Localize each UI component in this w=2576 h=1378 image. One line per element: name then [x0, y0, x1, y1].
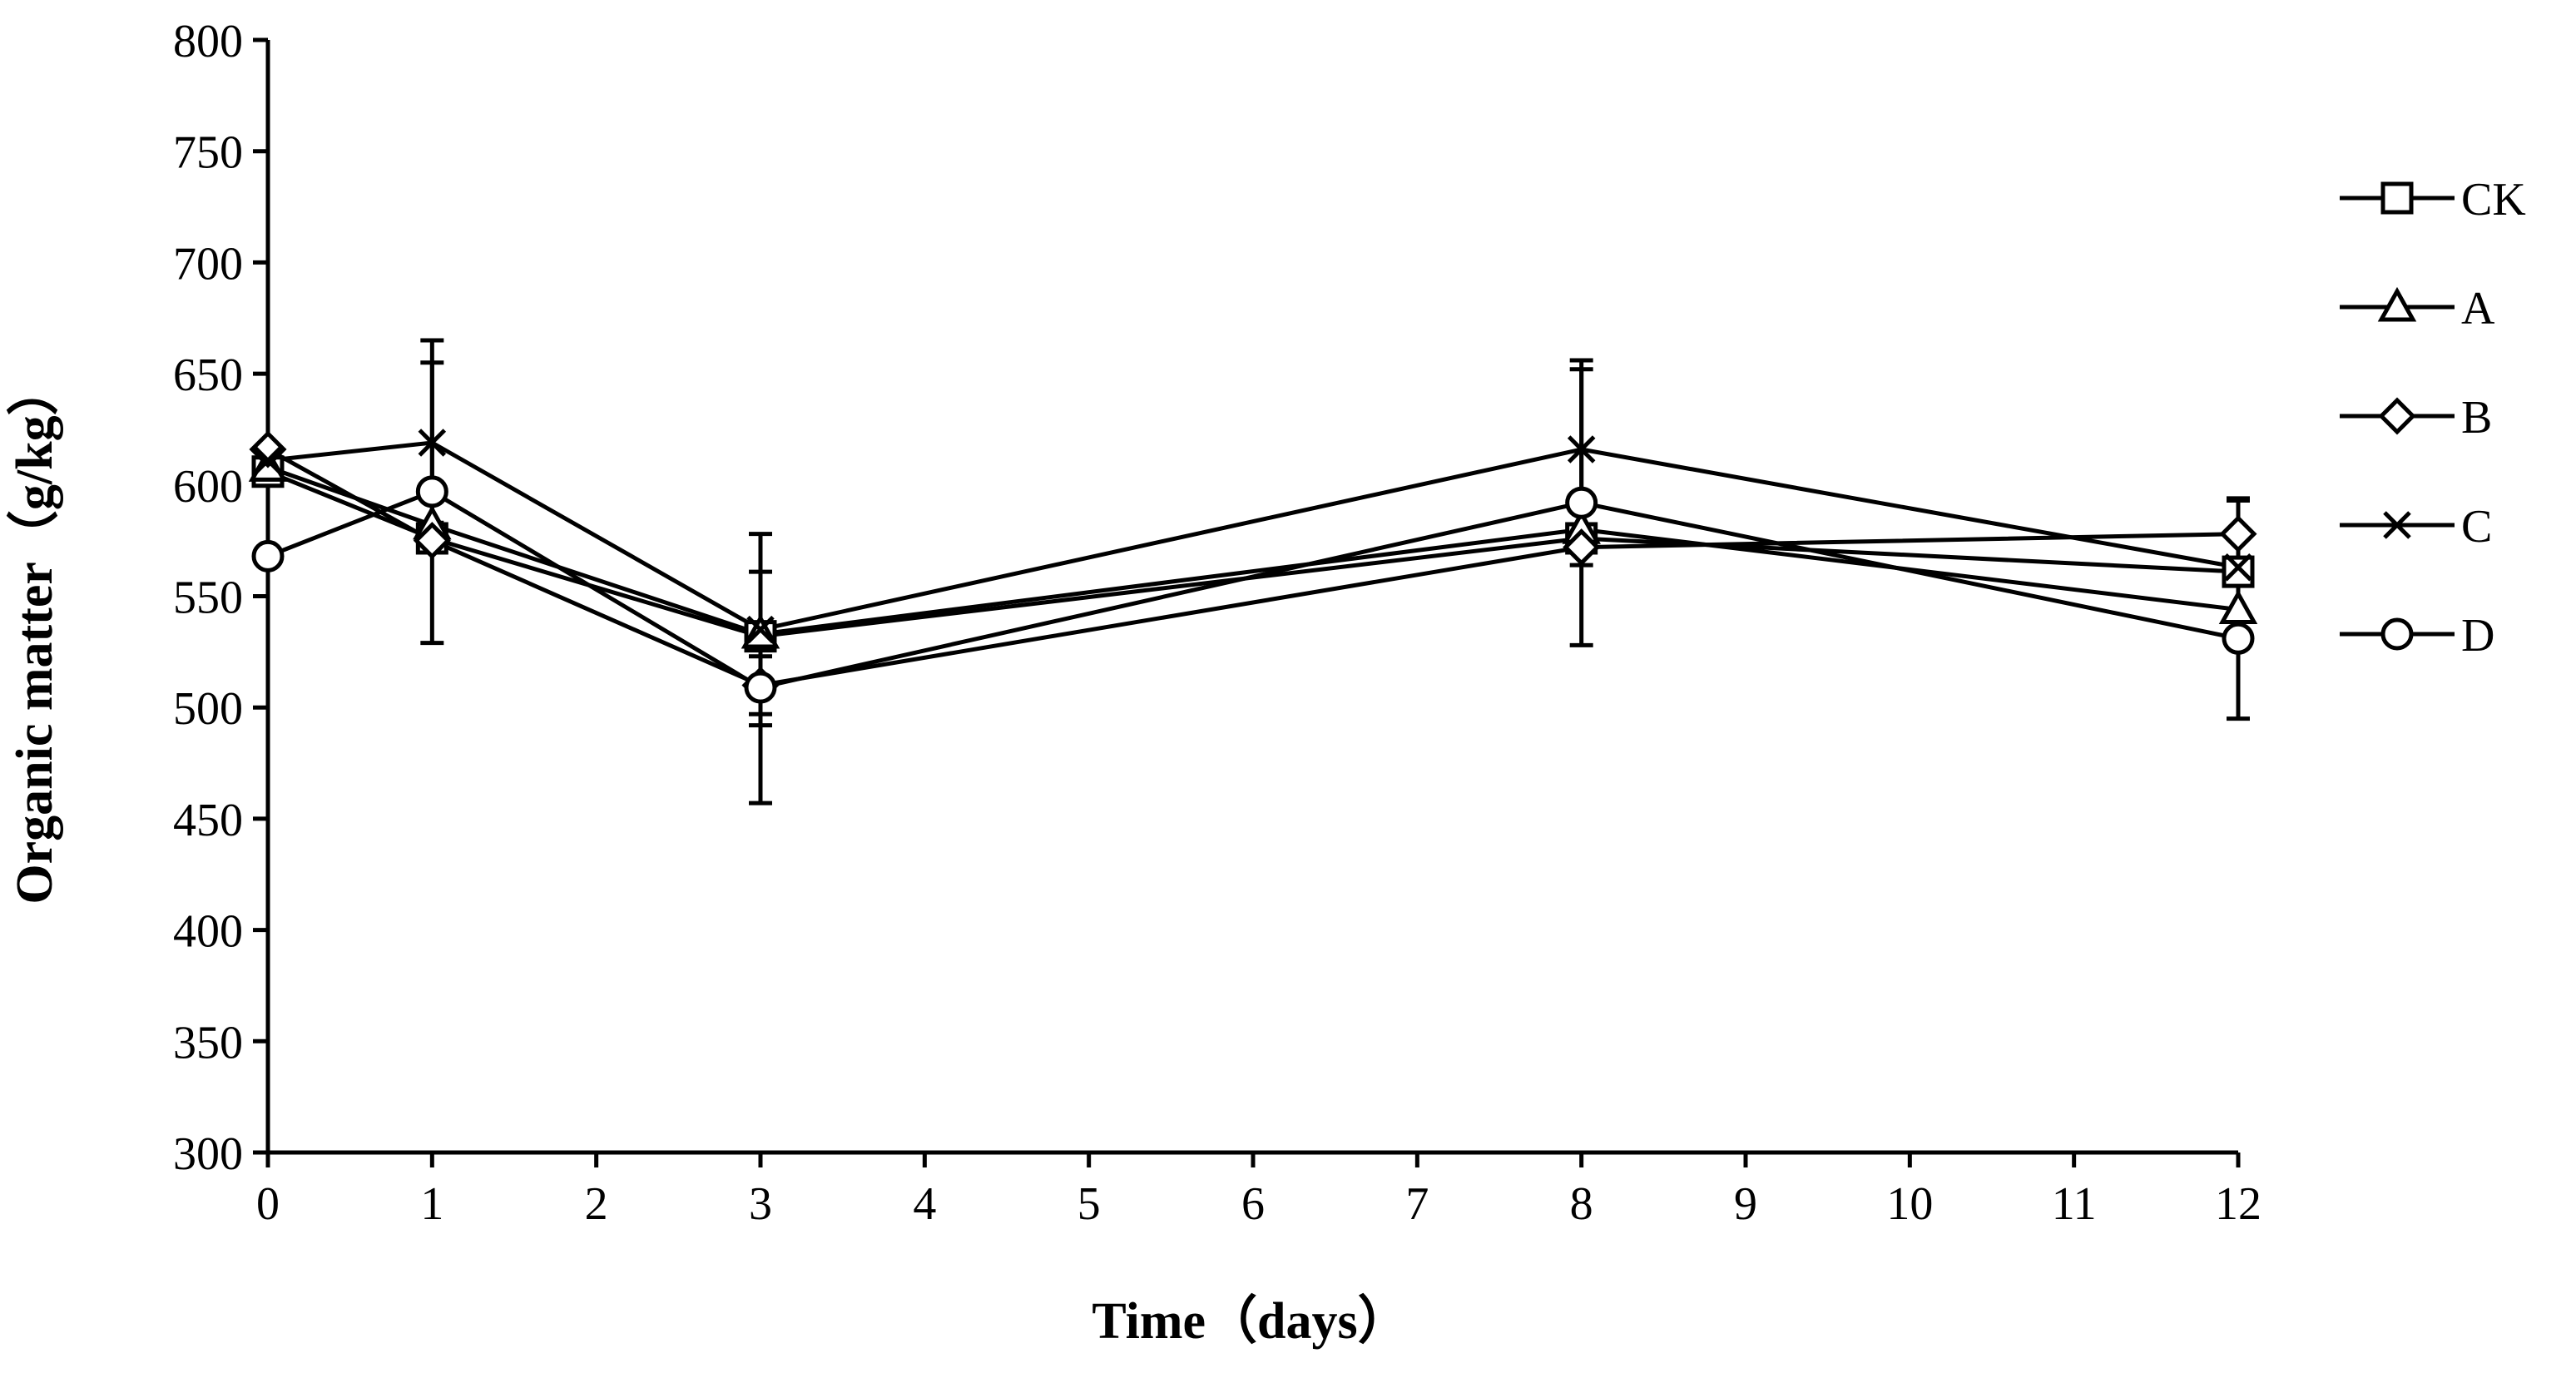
data-point-d [415, 475, 448, 508]
error-bars [420, 338, 2250, 805]
legend-label: CK [2461, 174, 2526, 226]
legend: CK A B C D [2340, 174, 2526, 662]
data-point-b [1563, 528, 1601, 567]
legend-label: B [2461, 392, 2492, 444]
data-point-b [413, 522, 451, 560]
y-tick-label: 350 [173, 1017, 243, 1068]
y-tick-label: 450 [173, 795, 243, 846]
y-tick-label: 500 [173, 683, 243, 735]
x-tick-label: 11 [2052, 1178, 2097, 1230]
x-tick-label: 1 [420, 1178, 443, 1230]
data-point-d [744, 671, 777, 704]
legend-marker [2378, 397, 2416, 435]
series-line-ck [267, 469, 2239, 639]
legend-item-b: B [2340, 392, 2492, 444]
x-tick-label: 2 [585, 1178, 608, 1230]
legend-item-d: D [2340, 610, 2494, 662]
data-point-c [2224, 553, 2252, 582]
x-tick-label: 8 [1570, 1178, 1593, 1230]
data-point-b [249, 430, 287, 468]
x-axis-label: Time（days） [1092, 1291, 1409, 1350]
legend-marker [2380, 181, 2414, 215]
legend-item-c: C [2340, 501, 2492, 553]
y-tick-label: 600 [173, 461, 243, 513]
y-tick-label: 750 [173, 127, 243, 179]
data-point-a [2218, 589, 2258, 625]
legend-item-a: A [2340, 283, 2495, 335]
legend-marker [2377, 286, 2417, 322]
y-axis-ticks: 300 350 400 450 500 550 600 650 700 750 800 [173, 16, 268, 1180]
y-axis-label: Organic matter（g/kg） [5, 364, 63, 904]
data-point-d [2222, 622, 2255, 655]
data-point-b [2219, 515, 2257, 553]
x-tick-label: 10 [1886, 1178, 1933, 1230]
x-tick-label: 0 [256, 1178, 280, 1230]
x-tick-label: 9 [1734, 1178, 1757, 1230]
series-lines [266, 440, 2239, 690]
data-point-c [254, 446, 282, 475]
x-tick-label: 6 [1241, 1178, 1265, 1230]
data-point-d [251, 539, 285, 573]
x-tick-label: 3 [749, 1178, 772, 1230]
data-point-c [418, 429, 447, 457]
series-line-a [267, 465, 2239, 637]
x-tick-label: 7 [1405, 1178, 1429, 1230]
legend-marker [2380, 617, 2414, 651]
legend-label: D [2461, 610, 2494, 662]
legend-item-ck: CK [2340, 174, 2526, 226]
data-point-d [1565, 486, 1598, 519]
data-point-ck [2222, 555, 2255, 588]
legend-label: A [2461, 283, 2495, 335]
x-axis-ticks: 0 1 2 3 4 5 6 7 8 9 10 11 12 [256, 1152, 2261, 1230]
x-tick-label: 12 [2215, 1178, 2261, 1230]
y-tick-label: 400 [173, 906, 243, 958]
y-tick-label: 700 [173, 238, 243, 290]
data-markers [248, 429, 2258, 704]
y-tick-label: 300 [173, 1128, 243, 1180]
y-tick-label: 800 [173, 16, 243, 67]
data-point-c [746, 615, 775, 644]
y-tick-label: 650 [173, 349, 243, 401]
data-point-c [1567, 435, 1596, 463]
legend-label: C [2461, 501, 2492, 553]
y-tick-label: 550 [173, 573, 243, 624]
x-tick-label: 4 [913, 1178, 936, 1230]
x-tick-label: 5 [1077, 1178, 1101, 1230]
legend-marker [2383, 511, 2411, 539]
